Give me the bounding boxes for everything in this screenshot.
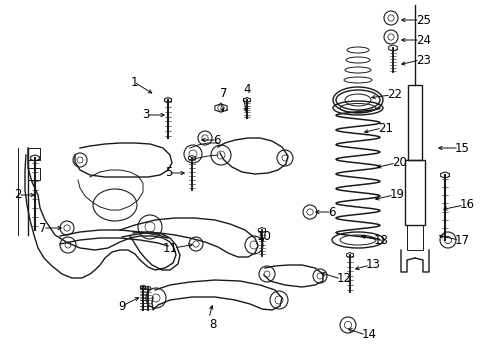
Bar	[407, 85, 421, 160]
Text: 5: 5	[164, 166, 172, 180]
Bar	[404, 160, 424, 225]
Text: 4: 4	[243, 83, 250, 96]
Text: 16: 16	[459, 198, 474, 211]
Text: 23: 23	[415, 54, 430, 67]
Text: 18: 18	[373, 234, 388, 247]
Bar	[406, 225, 422, 250]
Text: 11: 11	[163, 242, 178, 255]
Text: 25: 25	[415, 13, 430, 27]
Text: 21: 21	[377, 122, 392, 135]
Text: 15: 15	[454, 141, 469, 154]
Text: 20: 20	[391, 157, 406, 170]
Text: 7: 7	[220, 87, 227, 100]
Text: 19: 19	[389, 189, 404, 202]
Text: 6: 6	[327, 206, 335, 219]
Text: 13: 13	[365, 258, 380, 271]
Text: 24: 24	[415, 33, 430, 46]
Text: 9: 9	[118, 300, 126, 312]
Text: 1: 1	[130, 76, 138, 89]
Text: 2: 2	[15, 189, 22, 202]
Text: 6: 6	[213, 134, 220, 147]
Text: 3: 3	[142, 108, 150, 122]
Text: 7: 7	[40, 221, 47, 234]
Text: 10: 10	[256, 230, 271, 243]
Text: 17: 17	[454, 234, 469, 247]
Text: 12: 12	[336, 273, 351, 285]
Text: 14: 14	[361, 328, 376, 342]
Text: 8: 8	[209, 318, 216, 331]
Text: 22: 22	[386, 89, 401, 102]
